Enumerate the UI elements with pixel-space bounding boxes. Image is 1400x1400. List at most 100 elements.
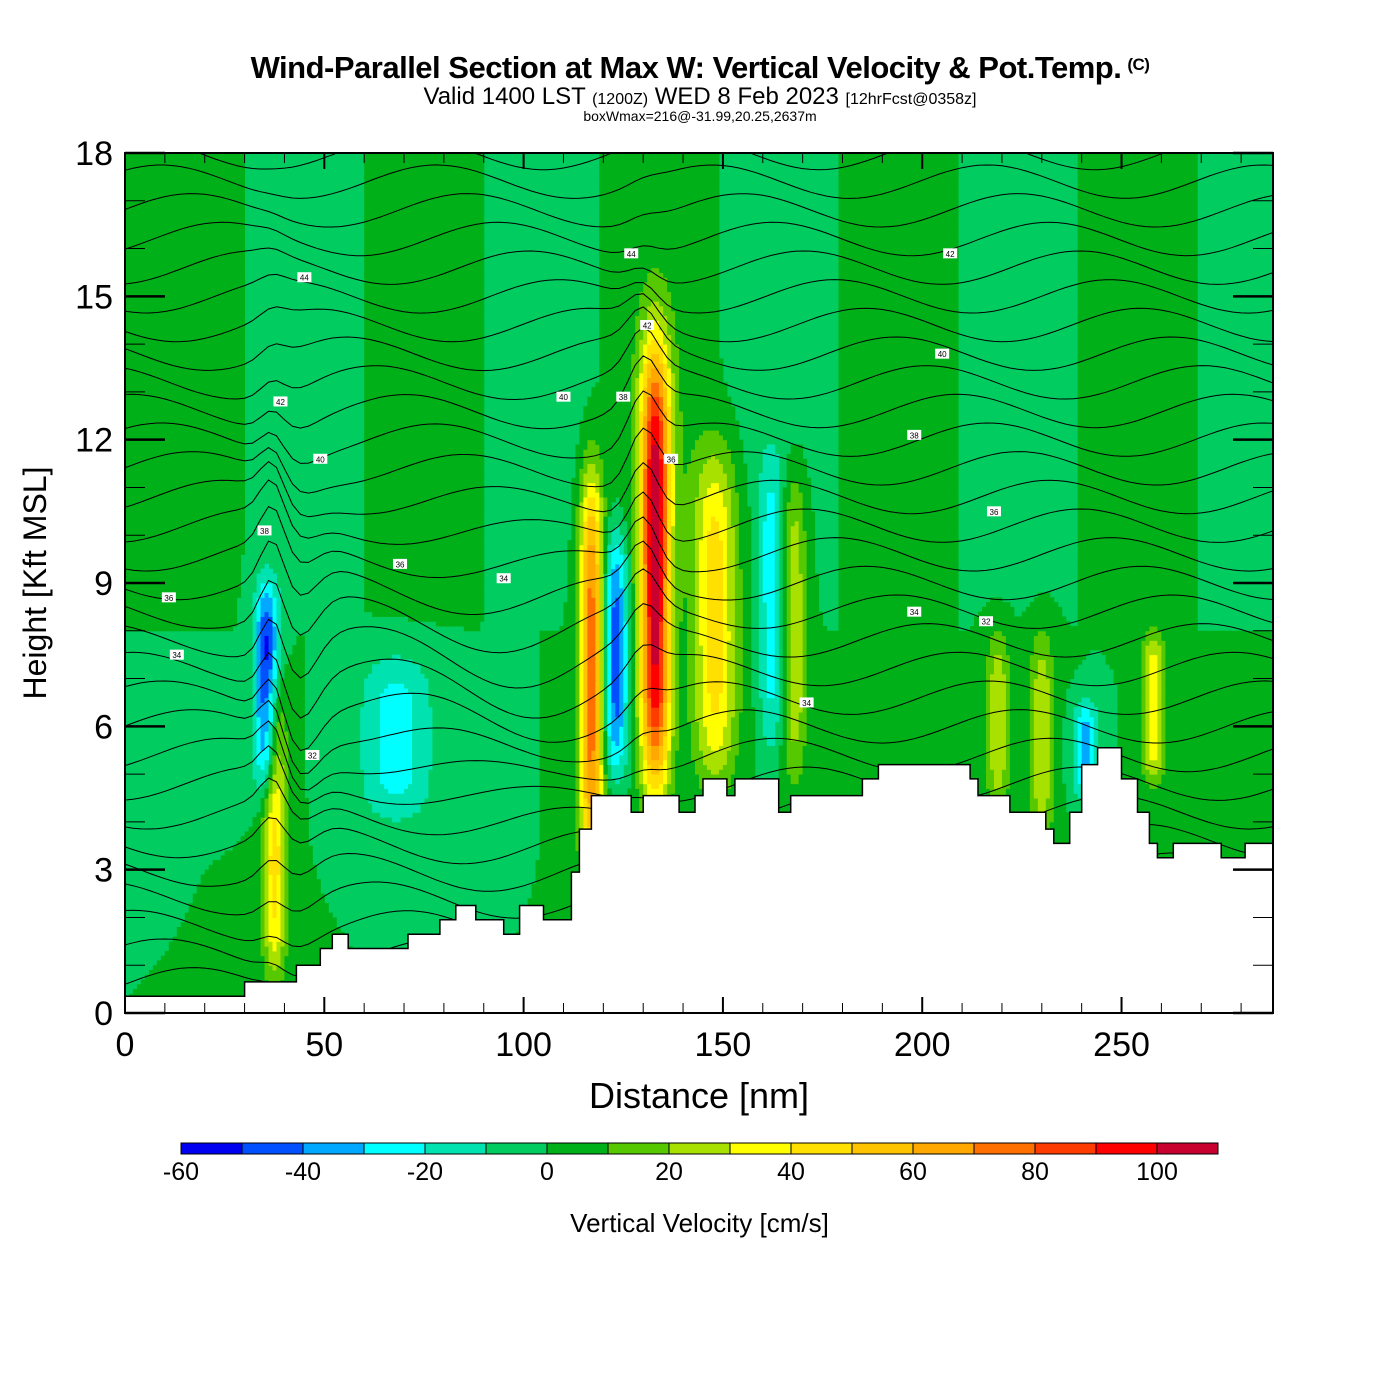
- w-cell: [364, 487, 485, 493]
- w-cell: [579, 640, 584, 646]
- w-cell: [647, 425, 652, 431]
- w-cell: [631, 434, 636, 441]
- w-cell: [276, 645, 281, 651]
- w-cell: [989, 635, 1007, 641]
- w-cell: [599, 649, 604, 656]
- w-cell: [160, 955, 266, 961]
- w-cell: [667, 463, 672, 469]
- w-cell: [125, 377, 246, 383]
- w-cell: [659, 745, 664, 751]
- w-cell: [595, 463, 604, 469]
- w-cell: [782, 664, 788, 670]
- w-cell: [782, 611, 788, 617]
- w-cell: [651, 587, 660, 594]
- w-cell: [802, 649, 808, 656]
- w-cell: [256, 678, 262, 684]
- w-cell: [1149, 755, 1158, 761]
- w-cell: [1149, 745, 1158, 751]
- w-cell: [575, 549, 580, 555]
- w-cell: [1005, 702, 1011, 708]
- w-cell: [579, 731, 584, 737]
- w-cell: [726, 759, 736, 766]
- w-cell: [635, 525, 640, 531]
- w-cell: [762, 449, 776, 455]
- w-cell: [659, 659, 664, 665]
- w-cell: [1005, 755, 1011, 761]
- w-cell: [619, 649, 624, 656]
- w-cell: [268, 592, 273, 598]
- w-cell: [364, 434, 485, 441]
- w-cell: [575, 454, 584, 460]
- w-cell: [125, 253, 246, 259]
- w-cell: [706, 626, 724, 632]
- w-cell: [603, 759, 608, 766]
- w-cell: [667, 688, 672, 694]
- w-cell: [611, 731, 620, 737]
- w-cell: [360, 759, 381, 766]
- w-cell: [276, 750, 289, 756]
- w-cell: [272, 745, 277, 751]
- w-cell: [766, 611, 776, 617]
- w-cell: [575, 468, 580, 474]
- w-cell: [663, 735, 668, 742]
- w-cell: [623, 506, 632, 512]
- w-cell: [248, 826, 262, 832]
- w-cell: [663, 477, 668, 484]
- w-cell: [663, 501, 668, 508]
- w-cell: [623, 707, 628, 713]
- w-cell: [125, 434, 246, 441]
- w-cell: [802, 616, 808, 622]
- w-cell: [631, 549, 636, 555]
- w-cell: [360, 731, 381, 737]
- w-cell: [595, 606, 600, 613]
- w-cell: [1081, 731, 1091, 737]
- w-cell: [722, 673, 728, 680]
- w-cell: [1049, 745, 1055, 751]
- w-cell: [651, 411, 660, 417]
- w-cell: [635, 621, 640, 627]
- w-cell: [125, 578, 242, 584]
- w-cell: [364, 172, 485, 178]
- w-cell: [599, 554, 604, 560]
- w-cell: [623, 611, 628, 617]
- w-cell: [260, 616, 273, 622]
- w-cell: [659, 707, 664, 713]
- w-cell: [276, 946, 281, 952]
- w-cell: [288, 783, 305, 789]
- w-cell: [360, 745, 381, 751]
- w-cell: [631, 635, 636, 641]
- w-cell: [647, 745, 652, 751]
- w-cell: [599, 449, 632, 455]
- w-cell: [671, 692, 676, 699]
- w-cell: [579, 473, 584, 479]
- w-cell: [1077, 272, 1198, 278]
- w-cell: [599, 291, 640, 297]
- w-cell: [575, 721, 580, 727]
- w-cell: [579, 802, 584, 809]
- w-cell: [993, 774, 1003, 780]
- w-cell: [264, 864, 269, 871]
- w-cell: [838, 602, 959, 608]
- w-cell: [659, 769, 664, 775]
- w-cell: [639, 363, 644, 369]
- w-cell: [252, 626, 258, 632]
- w-cell: [742, 649, 752, 656]
- w-cell: [619, 630, 624, 637]
- w-cell: [412, 740, 433, 746]
- w-cell: [623, 606, 628, 613]
- w-cell: [631, 678, 636, 684]
- w-cell: [778, 774, 792, 780]
- w-cell: [647, 645, 652, 651]
- w-cell: [635, 425, 640, 431]
- w-cell: [631, 525, 636, 531]
- w-cell: [730, 740, 740, 746]
- w-cell: [1033, 712, 1051, 718]
- w-cell: [1053, 812, 1071, 818]
- w-cell: [627, 525, 632, 531]
- w-cell: [730, 516, 740, 522]
- w-cell: [380, 721, 413, 727]
- w-cell: [639, 597, 644, 603]
- w-cell: [651, 449, 660, 455]
- w-cell: [272, 802, 281, 809]
- w-cell: [1077, 229, 1198, 235]
